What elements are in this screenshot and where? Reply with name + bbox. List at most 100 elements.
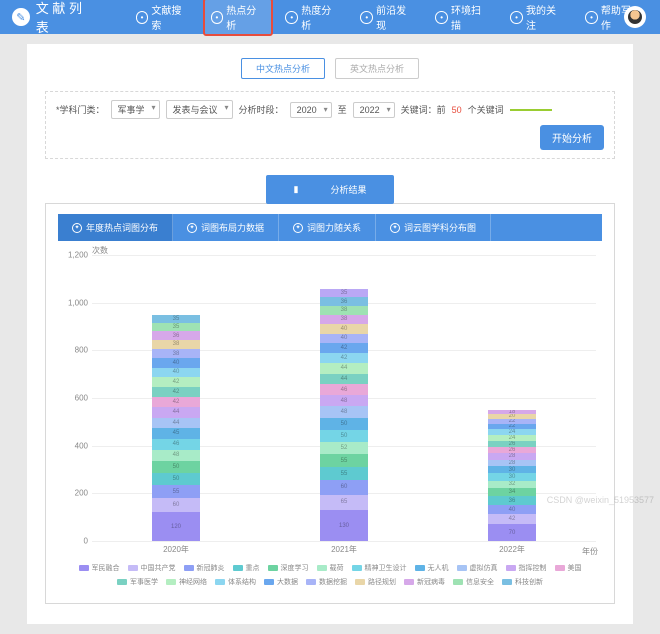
year-to-select[interactable]: 2022 (353, 102, 395, 118)
bar-segment[interactable]: 60 (152, 498, 200, 512)
legend-swatch (233, 565, 243, 571)
flag-icon: ▮ (280, 180, 313, 199)
mode-tab[interactable]: 英文热点分析 (335, 58, 419, 79)
legend-item[interactable]: 体系结构 (215, 577, 256, 587)
bar-segment[interactable]: 35 (320, 289, 368, 297)
bar-segment[interactable]: 40 (320, 334, 368, 344)
legend-item[interactable]: 载荷 (317, 563, 344, 573)
bar-segment[interactable]: 30 (488, 473, 536, 480)
bar-segment[interactable]: 45 (152, 428, 200, 439)
bar-segment[interactable]: 28 (488, 460, 536, 467)
bar-segment[interactable]: 42 (320, 353, 368, 363)
legend-item[interactable]: 新冠肺炎 (184, 563, 225, 573)
legend-item[interactable]: 指挥控制 (506, 563, 547, 573)
legend-item[interactable]: 数据挖掘 (306, 577, 347, 587)
nav-item[interactable]: •文献搜索 (128, 0, 199, 36)
bar-segment[interactable]: 70 (488, 524, 536, 541)
bar-segment[interactable]: 46 (320, 384, 368, 395)
mode-tab[interactable]: 中文热点分析 (241, 58, 325, 79)
bar-segment[interactable]: 55 (152, 485, 200, 498)
legend-item[interactable]: 重点 (233, 563, 260, 573)
bar-segment[interactable]: 40 (152, 368, 200, 378)
nav-item[interactable]: •环境扫描 (427, 0, 498, 36)
legend-item[interactable]: 无人机 (415, 563, 449, 573)
year-from-select[interactable]: 2020 (290, 102, 332, 118)
bar-segment[interactable]: 36 (152, 331, 200, 340)
bar-segment[interactable]: 38 (152, 340, 200, 349)
bar-segment[interactable]: 30 (488, 466, 536, 473)
legend-item[interactable]: 军事医学 (117, 577, 158, 587)
bar-segment[interactable]: 44 (152, 407, 200, 417)
bar-segment[interactable]: 50 (152, 473, 200, 485)
nav-item[interactable]: •热点分析 (203, 0, 274, 36)
bar-segment[interactable]: 38 (152, 349, 200, 358)
nav-item[interactable]: •前沿发现 (352, 0, 423, 36)
sub-tab[interactable]: ✦词云图学科分布图 (376, 214, 491, 241)
bar-segment[interactable]: 36 (320, 297, 368, 306)
bar-segment[interactable]: 42 (152, 377, 200, 387)
kw-label: 关键词：前 (401, 103, 446, 116)
legend-item[interactable]: 美国 (555, 563, 582, 573)
bar-segment[interactable]: 44 (320, 363, 368, 373)
bar-segment[interactable]: 35 (152, 323, 200, 331)
sub-tab[interactable]: ✦词图布局力数据 (173, 214, 279, 241)
bar-segment[interactable]: 48 (320, 406, 368, 417)
bar-segment[interactable]: 46 (152, 439, 200, 450)
bar-segment[interactable]: 28 (488, 453, 536, 460)
source-select[interactable]: 发表与会议 (166, 100, 233, 119)
bar-segment[interactable]: 120 (152, 512, 200, 541)
legend-item[interactable]: 深度学习 (268, 563, 309, 573)
bar-column[interactable]: 1206055505048464544444242424040383836353… (152, 315, 200, 541)
legend-swatch (415, 565, 425, 571)
year-sep: 至 (338, 103, 347, 116)
nav-item[interactable]: •热度分析 (277, 0, 348, 36)
legend-item[interactable]: 虚拟仿真 (457, 563, 498, 573)
kw-unit: 个关键词 (468, 103, 504, 116)
bar-segment[interactable]: 42 (152, 387, 200, 397)
legend-item[interactable]: 精神卫生设计 (352, 563, 407, 573)
bar-column[interactable]: 1306560555552505048484644444242404038383… (320, 289, 368, 541)
bar-segment[interactable]: 42 (488, 514, 536, 524)
bar-segment[interactable]: 44 (152, 418, 200, 428)
avatar[interactable] (624, 6, 646, 28)
legend-item[interactable]: 中国共产党 (128, 563, 176, 573)
bar-segment[interactable]: 40 (152, 358, 200, 368)
bar-segment[interactable]: 130 (320, 510, 368, 541)
field-select[interactable]: 军事学 (111, 100, 160, 119)
bar-segment[interactable]: 40 (488, 505, 536, 515)
bar-segment[interactable]: 52 (320, 442, 368, 454)
start-button[interactable]: 开始分析 (540, 125, 604, 150)
bar-column[interactable]: 704240363432303028282626242422222018 (488, 410, 536, 541)
bar-segment[interactable]: 42 (320, 343, 368, 353)
sub-tab[interactable]: ✦年度热点词图分布 (58, 214, 173, 241)
bar-segment[interactable]: 48 (152, 450, 200, 461)
bar-segment[interactable]: 42 (152, 397, 200, 407)
legend-item[interactable]: 路径规划 (355, 577, 396, 587)
kw-slider[interactable] (510, 109, 552, 111)
bar-segment[interactable]: 50 (320, 418, 368, 430)
bar-segment[interactable]: 50 (152, 461, 200, 473)
bar-segment[interactable]: 40 (320, 324, 368, 334)
bar-segment[interactable]: 48 (320, 395, 368, 406)
bar-segment[interactable]: 44 (320, 374, 368, 384)
bar-segment[interactable]: 34 (488, 488, 536, 496)
bar-segment[interactable]: 55 (320, 454, 368, 467)
bar-segment[interactable]: 36 (488, 496, 536, 505)
legend-item[interactable]: 新冠病毒 (404, 577, 445, 587)
legend-item[interactable]: 大数据 (264, 577, 298, 587)
bar-segment[interactable]: 55 (320, 467, 368, 480)
bar-segment[interactable]: 65 (320, 495, 368, 510)
bar-segment[interactable]: 32 (488, 481, 536, 489)
nav-item[interactable]: •我的关注 (502, 0, 573, 36)
bar-segment[interactable]: 38 (320, 315, 368, 324)
legend-item[interactable]: 科技创新 (502, 577, 543, 587)
legend-item[interactable]: 信息安全 (453, 577, 494, 587)
logo[interactable]: ✎ 文 献 列 表 (12, 0, 98, 36)
sub-tab[interactable]: ✦词图力随关系 (279, 214, 376, 241)
bar-segment[interactable]: 35 (152, 315, 200, 323)
legend-item[interactable]: 神经网络 (166, 577, 207, 587)
bar-segment[interactable]: 50 (320, 430, 368, 442)
bar-segment[interactable]: 38 (320, 306, 368, 315)
legend-item[interactable]: 军民融合 (79, 563, 120, 573)
bar-segment[interactable]: 60 (320, 480, 368, 494)
